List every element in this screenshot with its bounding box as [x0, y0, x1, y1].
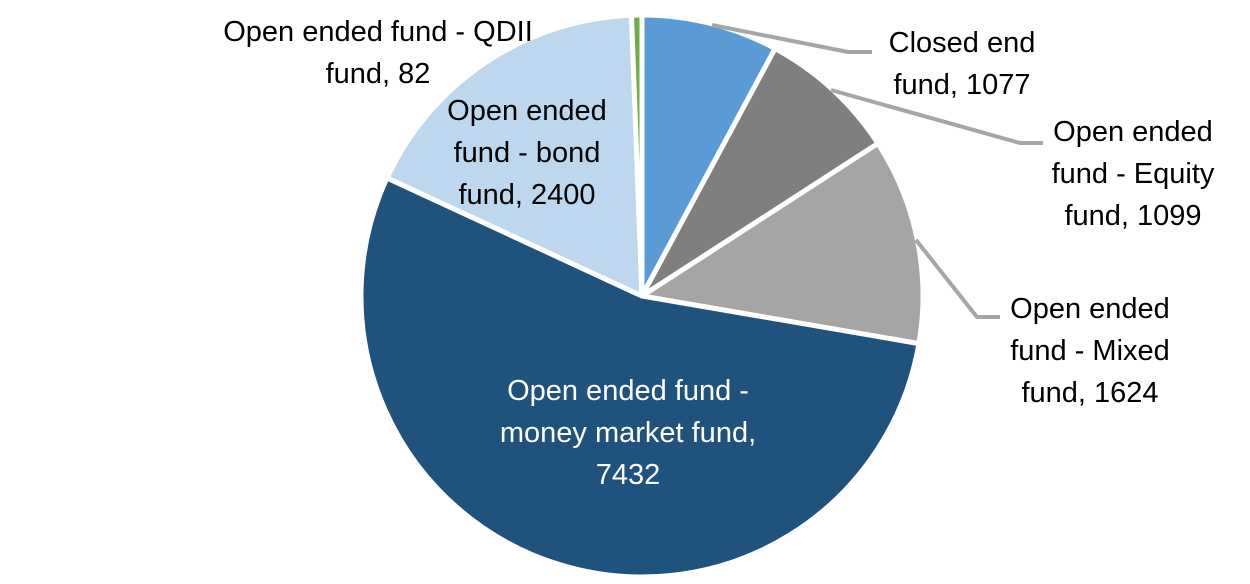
data-label-open-ended-fund-equity-fund: Open ended fund - Equity fund, 1099: [1052, 116, 1215, 232]
data-label-open-ended-fund-money-market-fund: Open ended fund -money market fund, 7432: [500, 375, 756, 491]
pie-slices: [358, 12, 926, 580]
leader-line-open-ended-fund-mixed-fund: [914, 238, 1000, 319]
leader-line-closed-end-fund: [711, 23, 872, 54]
leader-lines: [711, 23, 1043, 319]
leader-line-open-ended-fund-equity-fund: [830, 88, 1043, 145]
pie-slice-closed-end-fund[interactable]: [639, 12, 778, 299]
pie-slice-open-ended-fund-bond-fund[interactable]: [384, 12, 645, 299]
data-label-open-ended-fund-qdii-fund: Open ended fund - QDII fund, 82: [223, 16, 533, 90]
data-label-closed-end-fund: Closed end fund, 1077: [889, 27, 1036, 101]
data-label-open-ended-fund-mixed-fund: Open ended fund - Mixed fund, 1624: [1010, 293, 1170, 409]
pie-slice-open-ended-fund-qdii-fund[interactable]: [628, 12, 645, 299]
pie-slice-open-ended-fund-money-market-fund[interactable]: [358, 175, 922, 580]
data-label-open-ended-fund-bond-fund: Open ended fund - bond fund, 2400: [447, 95, 607, 211]
